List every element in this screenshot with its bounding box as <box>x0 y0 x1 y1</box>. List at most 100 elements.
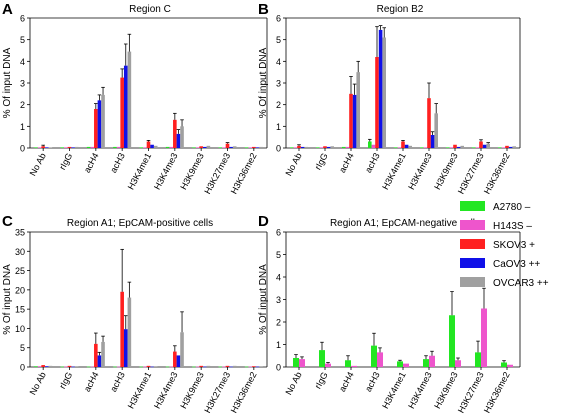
bar <box>123 65 128 148</box>
bar <box>34 147 38 148</box>
bar <box>74 146 79 148</box>
bar <box>150 366 154 368</box>
y-tick-label: 4 <box>20 57 25 67</box>
x-tick-label: H3K9me3 <box>432 151 460 191</box>
bar <box>86 146 91 148</box>
y-tick-label: 30 <box>15 247 25 257</box>
x-tick-label: acH4 <box>337 370 356 393</box>
bar <box>173 119 177 148</box>
bar <box>479 141 483 148</box>
bar <box>453 144 457 148</box>
bar <box>97 100 102 148</box>
panel-C: C Region A1; EpCAM-positive cells % Of inp… <box>2 213 268 415</box>
x-tick-label: No Ab <box>283 151 303 177</box>
bar <box>150 144 154 148</box>
x-tick-label: H3K4me1 <box>126 151 154 191</box>
panel-A: A Region C % Of input DNA 0 1 2 3 4 5 6 No Ab rIgG a… <box>2 1 268 196</box>
bar <box>195 147 200 148</box>
bar <box>64 366 68 368</box>
bar <box>378 29 383 149</box>
bar <box>153 145 158 148</box>
y-tick-label: 1 <box>20 122 25 132</box>
bar <box>501 147 506 148</box>
bar <box>206 365 211 367</box>
legend: A2780 – H143S – SKOV3 + CaOV3 ++ OVCAR3 ++ <box>460 201 549 289</box>
bar <box>404 144 409 148</box>
bar <box>501 362 507 367</box>
bar <box>449 147 454 148</box>
bar <box>165 366 170 368</box>
y-tick-label: 3 <box>276 79 281 89</box>
legend-swatch <box>460 220 485 230</box>
bar <box>169 146 174 148</box>
bar <box>67 365 72 367</box>
x-tick-label: H3K36me2 <box>229 151 259 195</box>
y-tick-label: 3 <box>276 295 281 305</box>
bar <box>319 350 325 367</box>
x-tick-label: acH4 <box>82 151 101 174</box>
bar <box>180 332 184 367</box>
bar <box>222 366 226 368</box>
y-tick-label: 3 <box>20 79 25 89</box>
bar <box>60 366 65 368</box>
bar <box>94 343 98 367</box>
y-tick-label: 35 <box>15 228 25 238</box>
x-tick-label: acH3 <box>108 151 127 174</box>
bar <box>101 341 105 367</box>
x-tick-label: H3K9me3 <box>178 151 206 191</box>
bar <box>408 145 412 148</box>
x-tick-label: No Ab <box>28 151 48 177</box>
bar <box>34 366 38 367</box>
bar <box>101 94 105 148</box>
bar <box>206 145 211 148</box>
bar <box>94 109 98 148</box>
bar <box>293 358 299 367</box>
bar <box>48 365 53 367</box>
bar <box>255 147 260 148</box>
bar <box>169 366 174 368</box>
chart-title: Region C <box>129 4 171 15</box>
y-tick-label: 0 <box>20 144 25 154</box>
legend-swatch <box>460 277 485 287</box>
bar <box>180 126 184 148</box>
x-tick-label: H3K27me3 <box>456 151 486 195</box>
bar <box>248 147 253 148</box>
bar <box>377 352 383 367</box>
x-tick-label: H3K4me3 <box>152 370 180 410</box>
bar <box>127 297 132 367</box>
x-tick-label: H3K4me3 <box>406 370 434 410</box>
bar <box>352 94 357 148</box>
bar <box>218 366 223 368</box>
y-tick-label: 5 <box>20 343 25 353</box>
y-tick-label: 1 <box>276 122 281 132</box>
y-tick-label: 5 <box>276 35 281 45</box>
bar <box>505 145 509 148</box>
bar <box>259 146 263 148</box>
x-tick-label: H3K36me2 <box>482 370 512 414</box>
bar <box>195 366 200 368</box>
y-tick-label: 0 <box>20 363 25 373</box>
x-tick-label: rIgG <box>57 151 74 171</box>
bar <box>330 146 334 148</box>
bar <box>345 360 351 367</box>
bar <box>427 98 431 148</box>
bar <box>244 147 249 148</box>
x-tick-label: acH3 <box>363 370 382 393</box>
x-tick-label: H3K9me3 <box>178 370 206 410</box>
bar <box>218 147 223 148</box>
bar <box>37 147 42 148</box>
bar <box>508 146 513 148</box>
bar <box>199 365 203 367</box>
x-tick-label: H3K4me1 <box>126 370 154 410</box>
bar <box>349 93 353 148</box>
bar <box>342 146 346 148</box>
bar <box>192 366 196 368</box>
legend-label: A2780 – <box>493 202 531 213</box>
bar <box>248 366 253 368</box>
bar <box>60 147 65 148</box>
bar <box>290 147 294 148</box>
chart-title: Region B2 <box>377 4 424 15</box>
bar <box>113 366 117 368</box>
panel-B: B Region B2 % Of input DNA 0 1 2 3 4 5 6 No Ab rIgG… <box>258 1 521 196</box>
bar <box>345 146 350 148</box>
